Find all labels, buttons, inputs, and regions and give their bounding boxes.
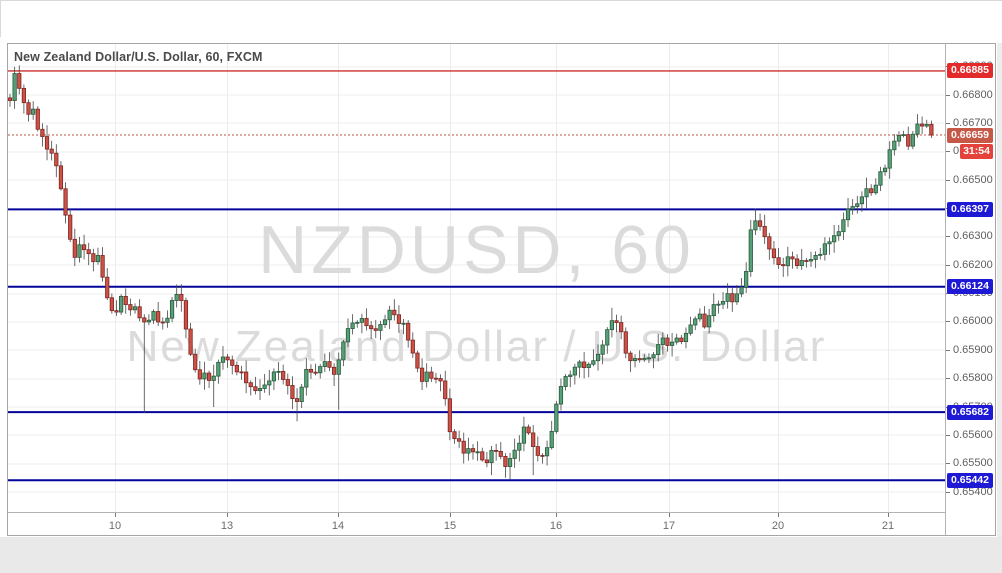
price-tick xyxy=(946,491,950,493)
candles xyxy=(8,65,934,480)
price-tick xyxy=(946,378,950,380)
price-tick-label: 0.66800 xyxy=(953,88,993,101)
price-pane[interactable]: New Zealand Dollar/U.S. Dollar, 60, FXCM… xyxy=(8,44,945,512)
price-tick xyxy=(946,179,950,181)
price-tick xyxy=(946,122,950,124)
candlestick-chart[interactable]: NZDUSD, 60 New Zealand Dollar / U.S. Doll… xyxy=(8,44,945,512)
time-tick xyxy=(450,513,451,517)
price-tick xyxy=(946,151,950,153)
last-price-badge: 0.66659 xyxy=(947,127,993,143)
time-tick xyxy=(556,513,557,517)
top-toolbar xyxy=(0,0,1002,37)
time-tick xyxy=(227,513,228,517)
price-tick-label: 0.66000 xyxy=(953,315,993,328)
price-tick xyxy=(946,264,950,266)
price-tick-label: 0.66300 xyxy=(953,230,993,243)
price-tick xyxy=(946,94,950,96)
time-tick-label: 10 xyxy=(108,520,122,532)
price-tick-label: 0.65800 xyxy=(953,372,993,385)
price-axis[interactable]: 0.669000.668000.667000.666000.665000.664… xyxy=(946,44,995,512)
time-axis-separator xyxy=(8,512,946,513)
time-tick xyxy=(338,513,339,517)
price-tick-label: 0.66200 xyxy=(953,258,993,271)
time-axis[interactable]: 10 13 14 15 16 17 20 21 xyxy=(8,513,946,535)
price-tick-label: 0.65600 xyxy=(953,428,993,441)
resistance-level-badge: 0.66124 xyxy=(947,279,993,295)
price-axis-separator xyxy=(945,44,946,535)
chart-widget: New Zealand Dollar/U.S. Dollar, 60, FXCM… xyxy=(7,43,996,536)
page-margin-right xyxy=(997,43,1002,537)
page-margin-bottom xyxy=(0,537,1002,573)
time-tick xyxy=(888,513,889,517)
support-level-badge: 0.65682 xyxy=(947,404,993,420)
alert-level-badge: 0.66885 xyxy=(947,63,993,79)
price-tick-label: 0.65500 xyxy=(953,457,993,470)
time-tick xyxy=(115,513,116,517)
support-level-badge: 0.65442 xyxy=(947,472,993,488)
time-tick-label: 13 xyxy=(220,520,234,532)
price-tick-label: 0.65400 xyxy=(953,485,993,498)
bar-countdown-badge: 31:54 xyxy=(960,143,993,159)
time-tick xyxy=(669,513,670,517)
time-tick-label: 14 xyxy=(331,520,345,532)
time-tick-label: 15 xyxy=(443,520,457,532)
price-tick xyxy=(946,236,950,238)
price-tick-label: 0.66500 xyxy=(953,173,993,186)
time-tick-label: 20 xyxy=(771,520,785,532)
watermark-symbol: NZDUSD, 60 xyxy=(258,212,695,288)
price-tick xyxy=(946,434,950,436)
symbol-title: New Zealand Dollar/U.S. Dollar, 60, FXCM xyxy=(14,50,263,64)
price-tick xyxy=(946,463,950,465)
time-tick xyxy=(778,513,779,517)
price-tick xyxy=(946,349,950,351)
time-tick-label: 21 xyxy=(881,520,895,532)
time-tick-label: 17 xyxy=(662,520,676,532)
resistance-level-badge: 0.66397 xyxy=(947,201,993,217)
watermark-name: New Zealand Dollar / U.S. Dollar xyxy=(127,322,827,371)
price-tick-label: 0.65900 xyxy=(953,343,993,356)
time-tick-label: 16 xyxy=(549,520,563,532)
price-tick xyxy=(946,321,950,323)
price-tick-label: 0.66700 xyxy=(953,116,993,129)
